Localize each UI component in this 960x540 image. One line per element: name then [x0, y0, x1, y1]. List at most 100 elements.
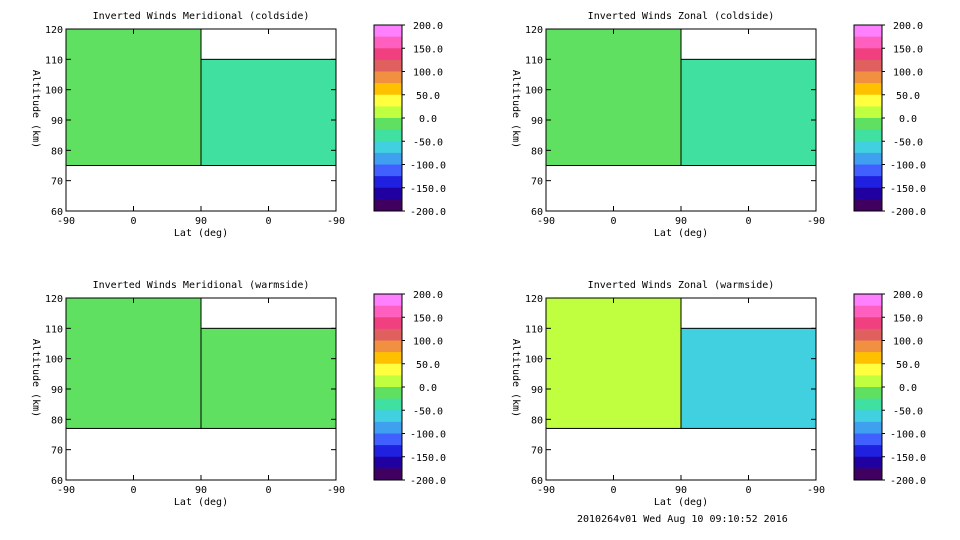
colorbar-swatch — [374, 141, 402, 154]
chart-panel-0: Inverted Winds Meridional (coldside) 120 1… — [30, 11, 446, 239]
colorbar-tick-label: -50.0 — [893, 137, 923, 148]
x-tick-label: -90 — [327, 216, 345, 227]
y-tick-label: 100 — [45, 86, 63, 97]
chart-title: Inverted Winds Zonal (warmside) — [588, 280, 775, 291]
colorbar-tick-label: -100.0 — [890, 161, 926, 172]
colorbar-swatch — [374, 118, 402, 131]
colorbar-swatch — [854, 294, 882, 307]
colorbar-swatch — [374, 176, 402, 189]
colorbar-tick-label: -50.0 — [413, 137, 443, 148]
x-tick-label: -90 — [327, 485, 345, 496]
colorbar-tick-label: 0.0 — [419, 383, 437, 394]
chart-title: Inverted Winds Meridional (warmside) — [93, 280, 310, 291]
colorbar-swatch — [374, 83, 402, 96]
colorbar-tick-label: 200.0 — [893, 290, 923, 301]
y-tick-label: 90 — [51, 385, 63, 396]
data-region-1 — [200, 58, 337, 166]
colorbar-swatch — [854, 340, 882, 353]
x-axis-label: Lat (deg) — [174, 228, 228, 239]
y-tick-label: 90 — [51, 116, 63, 127]
colorbar-swatch — [854, 187, 882, 200]
colorbar-tick-label: 150.0 — [893, 313, 923, 324]
colorbar-tick-label: 150.0 — [413, 44, 443, 55]
colorbar-swatch — [854, 106, 882, 119]
x-tick-label: 0 — [130, 216, 136, 227]
colorbar-swatch — [854, 176, 882, 189]
y-tick-label: 110 — [525, 324, 543, 335]
colorbar-tick-label: 0.0 — [899, 114, 917, 125]
colorbar-swatch — [374, 375, 402, 388]
colorbar-swatch — [854, 421, 882, 434]
colorbar-swatch — [854, 71, 882, 84]
y-axis-label: Altitude (km) — [510, 70, 521, 148]
colorbar-swatch — [854, 352, 882, 365]
x-axis-label: Lat (deg) — [654, 497, 708, 508]
colorbar-tick-label: 0.0 — [419, 114, 437, 125]
colorbar-swatch — [854, 363, 882, 376]
colorbar-swatch — [854, 445, 882, 458]
y-tick-label: 60 — [531, 476, 543, 487]
colorbar-swatch — [854, 141, 882, 154]
y-tick-label: 100 — [45, 355, 63, 366]
colorbar-swatch — [854, 48, 882, 61]
y-tick-label: 110 — [45, 324, 63, 335]
y-tick-label: 70 — [531, 446, 543, 457]
x-tick-label: -90 — [537, 216, 555, 227]
colorbar-swatch — [374, 398, 402, 411]
chart-title: Inverted Winds Meridional (coldside) — [93, 11, 310, 22]
colorbar-tick-label: -200.0 — [890, 476, 926, 487]
y-tick-label: 80 — [531, 415, 543, 426]
x-tick-label: 0 — [265, 216, 271, 227]
x-tick-label: 0 — [265, 485, 271, 496]
colorbar-swatch — [374, 187, 402, 200]
y-tick-label: 90 — [531, 116, 543, 127]
colorbar-swatch — [854, 456, 882, 469]
y-tick-label: 100 — [525, 86, 543, 97]
y-axis-label: Altitude (km) — [30, 70, 41, 148]
colorbar-swatch — [854, 375, 882, 388]
y-tick-label: 70 — [531, 177, 543, 188]
colorbar-swatch — [374, 317, 402, 330]
colorbar-tick-label: 200.0 — [893, 21, 923, 32]
colorbar-tick-label: -100.0 — [410, 161, 446, 172]
colorbar-swatch — [374, 71, 402, 84]
colorbar-tick-label: -150.0 — [410, 184, 446, 195]
colorbar-tick-label: 100.0 — [893, 68, 923, 79]
colorbar-tick-label: 150.0 — [893, 44, 923, 55]
data-region-0 — [545, 297, 682, 429]
colorbar-tick-label: -150.0 — [410, 453, 446, 464]
y-tick-label: 70 — [51, 446, 63, 457]
data-region-1 — [200, 327, 337, 429]
colorbar-swatch — [374, 456, 402, 469]
x-axis-label: Lat (deg) — [654, 228, 708, 239]
colorbar-tick-label: 50.0 — [896, 91, 920, 102]
colorbar-swatch — [854, 199, 882, 212]
colorbar-tick-label: 150.0 — [413, 313, 443, 324]
colorbar-swatch — [374, 152, 402, 165]
chart-panel-2: Inverted Winds Meridional (warmside) 120 1… — [30, 280, 446, 508]
x-tick-label: 0 — [610, 216, 616, 227]
colorbar-swatch — [854, 152, 882, 165]
colorbar-tick-label: -100.0 — [410, 430, 446, 441]
colorbar-swatch — [374, 445, 402, 458]
colorbar-tick-label: 200.0 — [413, 290, 443, 301]
y-tick-label: 80 — [51, 415, 63, 426]
data-region-1 — [680, 58, 817, 166]
colorbar-tick-label: -50.0 — [893, 406, 923, 417]
y-tick-label: 90 — [531, 385, 543, 396]
colorbar-swatch — [854, 328, 882, 341]
y-tick-label: 110 — [45, 55, 63, 66]
colorbar-swatch — [374, 48, 402, 61]
y-tick-label: 80 — [51, 146, 63, 157]
chart-panel-1: Inverted Winds Zonal (coldside) 120 110 100… — [510, 11, 926, 239]
colorbar-swatch — [374, 433, 402, 446]
colorbar-tick-label: 50.0 — [416, 91, 440, 102]
colorbar-tick-label: -100.0 — [890, 430, 926, 441]
y-tick-label: 100 — [525, 355, 543, 366]
footer-timestamp: 2010264v01 Wed Aug 10 09:10:52 2016 — [577, 514, 788, 525]
colorbar-swatch — [854, 36, 882, 49]
colorbar-swatch — [854, 59, 882, 72]
x-tick-label: 0 — [745, 485, 751, 496]
y-tick-label: 110 — [525, 55, 543, 66]
colorbar-tick-label: 50.0 — [896, 360, 920, 371]
